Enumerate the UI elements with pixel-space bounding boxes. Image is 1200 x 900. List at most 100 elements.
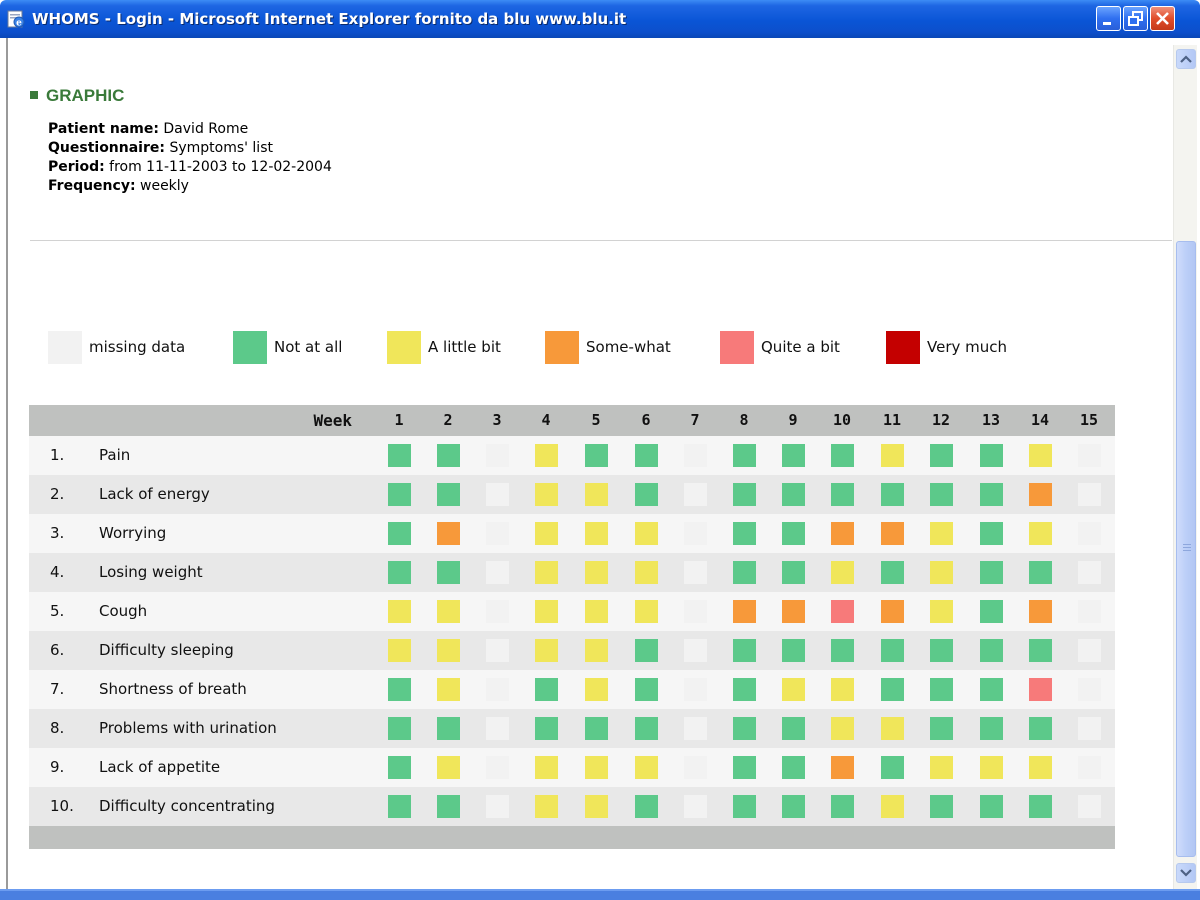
section-title-text: GRAPHIC <box>46 86 125 105</box>
svg-text:e: e <box>16 19 22 29</box>
severity-cell <box>1028 600 1052 623</box>
week-column-header: 1 <box>394 411 404 429</box>
table-row: 2. Lack of energy <box>29 475 1115 514</box>
restore-icon <box>1128 11 1143 26</box>
table-row: 9. Lack of appetite <box>29 748 1115 787</box>
questionnaire-row: Questionnaire: Symptoms' list <box>48 139 332 158</box>
severity-cell <box>929 678 953 701</box>
severity-cell <box>781 717 805 740</box>
severity-cell <box>880 756 904 779</box>
restore-button[interactable] <box>1123 6 1148 31</box>
severity-cell <box>830 756 854 779</box>
legend-label-missing: missing data <box>89 338 186 356</box>
week-column-header: 13 <box>981 411 1001 429</box>
severity-cell <box>436 483 460 506</box>
severity-cell <box>436 561 460 584</box>
severity-cell <box>1077 678 1101 701</box>
table-footer <box>29 826 1115 849</box>
severity-cell <box>485 561 509 584</box>
row-number: 6. <box>50 641 65 659</box>
severity-cell <box>830 717 854 740</box>
severity-cell <box>1077 756 1101 779</box>
legend-label-not-at-all: Not at all <box>274 338 343 356</box>
severity-cell <box>1077 483 1101 506</box>
severity-cell <box>830 483 854 506</box>
severity-cell <box>929 717 953 740</box>
scroll-down-button[interactable] <box>1176 863 1196 883</box>
table-row: 5. Cough <box>29 592 1115 631</box>
week-column-header: 8 <box>739 411 749 429</box>
severity-cell <box>584 483 608 506</box>
symptom-label: Worrying <box>99 524 167 542</box>
severity-cell <box>485 444 509 467</box>
symptom-label: Pain <box>99 446 131 464</box>
severity-cell <box>534 483 558 506</box>
severity-cell <box>880 444 904 467</box>
severity-cell <box>781 678 805 701</box>
severity-cell <box>732 483 756 506</box>
minimize-button[interactable] <box>1096 6 1121 31</box>
severity-cell <box>387 717 411 740</box>
severity-cell <box>634 756 658 779</box>
severity-cell <box>634 444 658 467</box>
severity-cell <box>979 444 1003 467</box>
scroll-up-button[interactable] <box>1176 49 1196 69</box>
patient-name-label: Patient name: <box>48 121 159 137</box>
severity-cell <box>880 717 904 740</box>
severity-cell <box>1077 717 1101 740</box>
vertical-scrollbar[interactable] <box>1173 45 1197 889</box>
severity-cell <box>830 444 854 467</box>
severity-cell <box>387 522 411 545</box>
severity-cell <box>387 639 411 662</box>
severity-cell <box>584 795 608 818</box>
close-button[interactable] <box>1150 6 1175 31</box>
close-icon <box>1156 12 1169 25</box>
symptom-label: Problems with urination <box>99 719 277 737</box>
window-title-bar[interactable]: e WHOMS - Login - Microsoft Internet Exp… <box>0 0 1200 38</box>
row-number: 10. <box>50 797 74 815</box>
severity-cell <box>781 639 805 662</box>
week-column-header: 2 <box>443 411 453 429</box>
week-column-header: 4 <box>541 411 551 429</box>
severity-cell <box>584 717 608 740</box>
symptom-label: Cough <box>99 602 148 620</box>
severity-cell <box>634 522 658 545</box>
week-column-header: 11 <box>882 411 902 429</box>
severity-cell <box>436 756 460 779</box>
severity-cell <box>929 639 953 662</box>
symptom-label: Lack of energy <box>99 485 210 503</box>
severity-cell <box>929 522 953 545</box>
row-number: 3. <box>50 524 65 542</box>
severity-cell <box>534 717 558 740</box>
severity-cell <box>485 717 509 740</box>
severity-cell <box>683 678 707 701</box>
severity-cell <box>485 600 509 623</box>
chevron-down-icon <box>1180 869 1192 877</box>
severity-cell <box>929 600 953 623</box>
symptom-label: Difficulty sleeping <box>99 641 234 659</box>
scroll-thumb[interactable] <box>1176 241 1196 857</box>
severity-cell <box>880 639 904 662</box>
week-column-header: 5 <box>591 411 601 429</box>
severity-cell <box>830 600 854 623</box>
severity-cell <box>880 522 904 545</box>
severity-cell <box>732 639 756 662</box>
severity-cell <box>929 756 953 779</box>
severity-cell <box>979 600 1003 623</box>
period-value: from 11-11-2003 to 12-02-2004 <box>109 159 332 175</box>
legend-label-very-much: Very much <box>927 338 1008 356</box>
severity-cell <box>1028 639 1052 662</box>
minimize-icon <box>1103 22 1111 25</box>
severity-cell <box>683 600 707 623</box>
week-column-header: 9 <box>788 411 798 429</box>
severity-cell <box>485 756 509 779</box>
severity-cell <box>732 444 756 467</box>
severity-cell <box>1028 717 1052 740</box>
severity-cell <box>683 444 707 467</box>
severity-cell <box>436 600 460 623</box>
severity-cell <box>634 678 658 701</box>
legend-swatch-very-much <box>886 331 920 364</box>
window-frame-bottom <box>0 889 1200 900</box>
questionnaire-label: Questionnaire: <box>48 140 165 156</box>
section-title: GRAPHIC <box>30 86 124 106</box>
